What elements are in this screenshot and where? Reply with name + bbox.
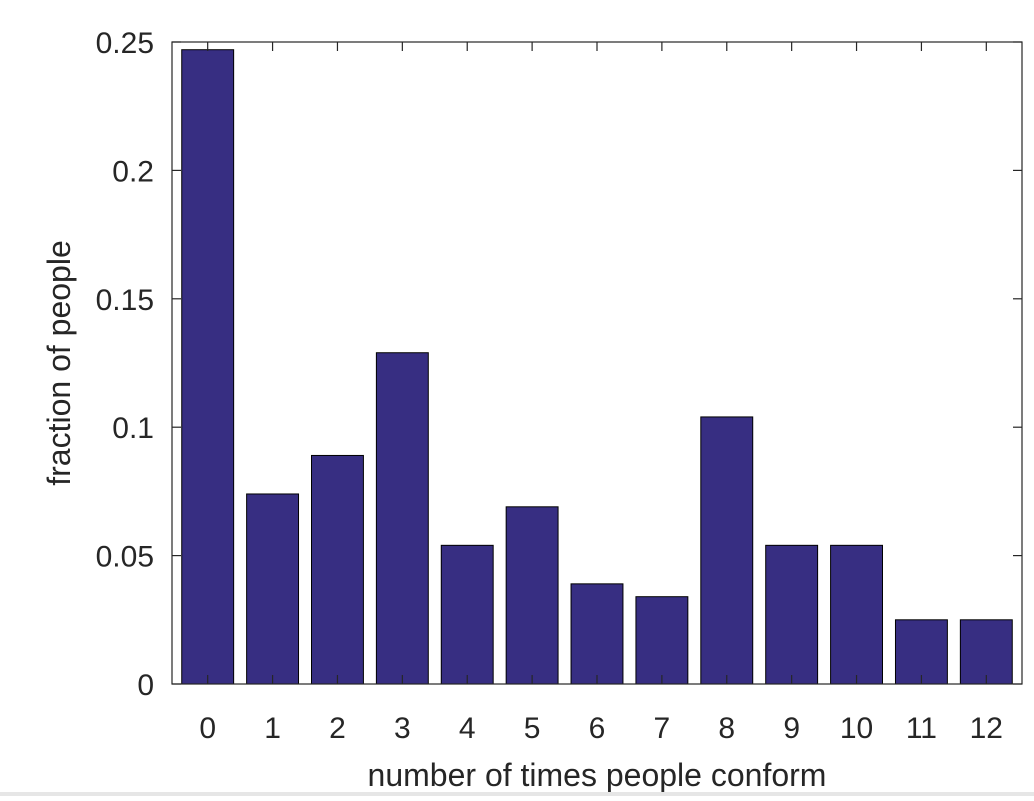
bar-9 bbox=[765, 544, 819, 685]
y-tick-label: 0.2 bbox=[112, 155, 154, 188]
x-tick-label: 0 bbox=[199, 712, 216, 745]
x-tick-label: 3 bbox=[394, 712, 411, 745]
ticks-layer: 00.050.10.150.20.250 1 2 3 4 5 6 7 8 9 10 11 12 bbox=[96, 27, 1022, 745]
bar-7 bbox=[635, 596, 689, 685]
x-tick-label: 1 bbox=[264, 712, 281, 745]
bar-11 bbox=[894, 619, 948, 685]
bar-6 bbox=[570, 583, 624, 685]
x-tick-label: 6 bbox=[589, 712, 606, 745]
y-tick-label: 0.25 bbox=[96, 27, 154, 60]
bar-3 bbox=[375, 352, 429, 685]
x-tick-label: 12 bbox=[970, 712, 1003, 745]
bars-layer bbox=[181, 49, 1013, 685]
x-tick-label: 10 bbox=[840, 712, 873, 745]
x-tick-label: 8 bbox=[718, 712, 735, 745]
x-tick-label: 7 bbox=[654, 712, 671, 745]
bar-4 bbox=[440, 544, 494, 685]
bar-2 bbox=[311, 454, 364, 685]
x-tick-label: 4 bbox=[459, 712, 476, 745]
bar-12 bbox=[959, 619, 1013, 685]
bottom-divider bbox=[0, 792, 1034, 796]
y-tick-label: 0.15 bbox=[96, 284, 154, 317]
y-axis-label: fraction of people bbox=[41, 240, 77, 486]
y-tick-label: 0.1 bbox=[112, 412, 154, 445]
y-tick-label: 0 bbox=[137, 669, 154, 702]
x-tick-label: 2 bbox=[329, 712, 346, 745]
bar-0 bbox=[181, 49, 235, 685]
bar-1 bbox=[246, 493, 300, 685]
bar-5 bbox=[505, 506, 559, 685]
y-tick-label: 0.05 bbox=[96, 541, 154, 574]
x-axis-label: number of times people conform bbox=[368, 757, 827, 793]
x-tick-label: 9 bbox=[783, 712, 800, 745]
x-tick-label: 11 bbox=[906, 712, 937, 745]
x-tick-label: 5 bbox=[524, 712, 541, 745]
bar-8 bbox=[700, 416, 754, 685]
bar-10 bbox=[830, 544, 883, 685]
